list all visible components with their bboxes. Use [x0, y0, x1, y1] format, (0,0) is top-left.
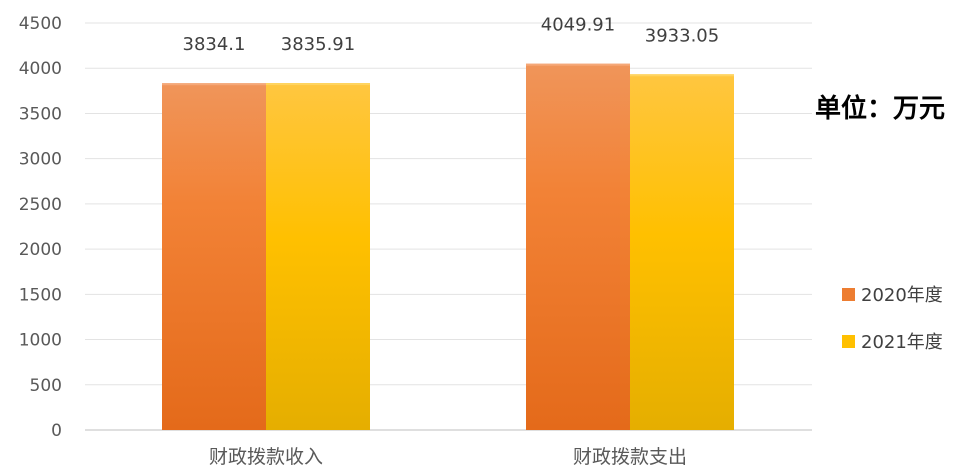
bar-2021-0: [266, 83, 370, 431]
data-label: 3835.91: [281, 34, 355, 55]
legend-item-2020: 2020年度: [842, 282, 943, 306]
data-label: 4049.91: [541, 15, 615, 36]
bar-highlight: [266, 83, 370, 86]
bar-highlight: [162, 83, 266, 86]
legend-swatch-2020: [842, 287, 855, 301]
data-label: 3834.1: [183, 34, 246, 55]
bar-2021-1: [630, 74, 734, 431]
legend-label-2021: 2021年度: [861, 332, 943, 353]
data-label: 3933.05: [645, 25, 719, 46]
y-tick-label: 1500: [19, 285, 62, 305]
y-tick-label: 1000: [19, 331, 62, 351]
bar-2020-0: [162, 83, 266, 430]
bar-highlight: [630, 74, 734, 77]
y-tick-label: 3000: [19, 150, 62, 170]
y-tick-label: 4000: [19, 59, 62, 79]
legend-label-2020: 2020年度: [861, 285, 943, 306]
legend: 2020年度 2021年度: [842, 282, 943, 376]
y-tick-label: 500: [30, 376, 62, 396]
y-tick-label: 3500: [19, 104, 62, 124]
legend-swatch-2021: [842, 334, 855, 348]
category-label: 财政拨款支出: [573, 446, 687, 468]
y-tick-label: 2000: [19, 240, 62, 260]
bar-highlight: [526, 63, 630, 66]
y-tick-label: 0: [51, 421, 62, 441]
category-label: 财政拨款收入: [209, 446, 323, 468]
legend-item-2021: 2021年度: [842, 329, 943, 353]
unit-label: 单位：万元: [815, 94, 946, 124]
bar-2020-1: [526, 63, 630, 431]
y-tick-label: 2500: [19, 195, 62, 215]
y-tick-label: 4500: [19, 14, 62, 34]
